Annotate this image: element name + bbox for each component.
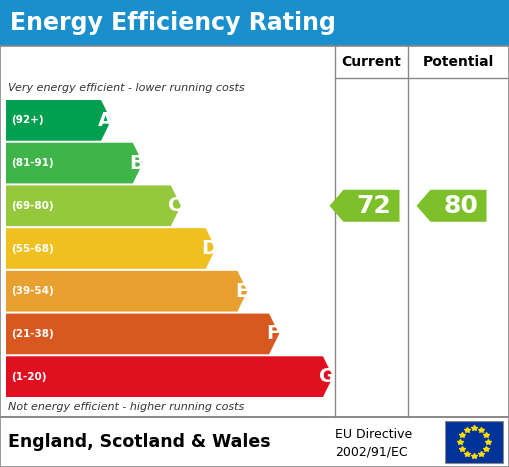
- Text: G: G: [319, 367, 335, 386]
- Bar: [0, 46, 509, 417]
- Text: Energy Efficiency Rating: Energy Efficiency Rating: [10, 11, 336, 35]
- Polygon shape: [329, 190, 400, 222]
- Bar: [0, 0, 509, 46]
- Text: (69-80): (69-80): [11, 201, 53, 211]
- Text: Potential: Potential: [423, 55, 494, 69]
- Text: 72: 72: [356, 194, 391, 218]
- Text: (39-54): (39-54): [11, 286, 54, 296]
- Text: (81-91): (81-91): [11, 158, 53, 168]
- Polygon shape: [6, 100, 111, 141]
- Bar: [0, 417, 509, 467]
- Polygon shape: [6, 313, 279, 354]
- Text: F: F: [267, 325, 280, 343]
- Polygon shape: [6, 228, 216, 269]
- Bar: [445, 421, 503, 463]
- Text: E: E: [235, 282, 248, 301]
- Text: 80: 80: [443, 194, 478, 218]
- Text: Very energy efficient - lower running costs: Very energy efficient - lower running co…: [8, 83, 245, 93]
- Text: D: D: [202, 239, 218, 258]
- Text: EU Directive: EU Directive: [335, 428, 412, 441]
- Text: 2002/91/EC: 2002/91/EC: [335, 446, 408, 459]
- Polygon shape: [6, 185, 181, 226]
- Text: A: A: [98, 111, 112, 130]
- Text: (21-38): (21-38): [11, 329, 54, 339]
- Polygon shape: [6, 271, 247, 311]
- Text: Current: Current: [342, 55, 402, 69]
- Text: (92+): (92+): [11, 115, 44, 125]
- Text: (1-20): (1-20): [11, 372, 46, 382]
- Text: (55-68): (55-68): [11, 243, 54, 254]
- Text: England, Scotland & Wales: England, Scotland & Wales: [8, 433, 271, 451]
- Polygon shape: [416, 190, 487, 222]
- Polygon shape: [6, 356, 333, 397]
- Text: Not energy efficient - higher running costs: Not energy efficient - higher running co…: [8, 402, 244, 412]
- Text: C: C: [167, 196, 182, 215]
- Text: B: B: [129, 154, 144, 173]
- Polygon shape: [6, 143, 143, 184]
